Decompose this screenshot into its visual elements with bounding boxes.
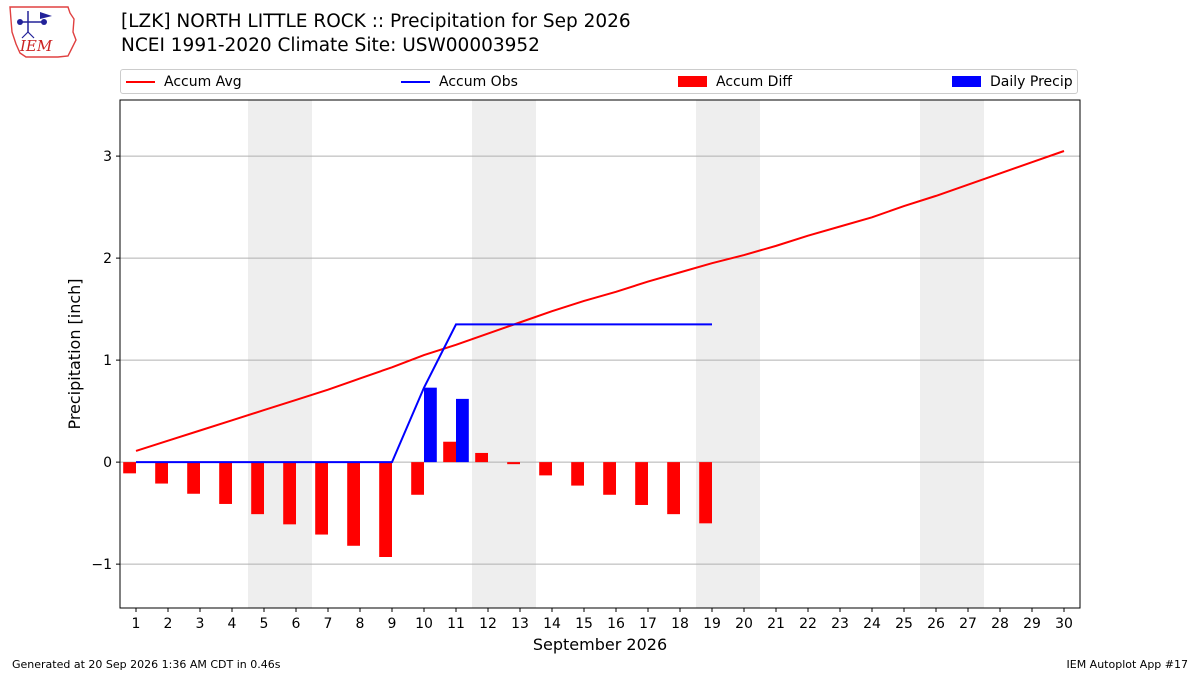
accum-diff-bar — [187, 462, 200, 494]
y-tick-label: 2 — [103, 251, 112, 267]
accum-diff-bar — [155, 462, 168, 484]
x-tick-label: 3 — [196, 616, 205, 632]
accum-diff-bar — [475, 452, 488, 463]
accum-diff-bar — [507, 462, 520, 465]
x-tick-label: 4 — [228, 616, 237, 632]
x-tick-label: 25 — [895, 616, 913, 632]
daily-precip-bar — [424, 387, 437, 463]
title-line-1: [LZK] NORTH LITTLE ROCK :: Precipitation… — [121, 11, 631, 32]
weekend-band — [248, 100, 312, 608]
weekend-shading — [248, 100, 984, 608]
y-gridlines — [120, 155, 1080, 565]
accum-diff-bar — [443, 441, 456, 463]
x-tick-label: 21 — [767, 616, 785, 632]
accum-diff-bar — [123, 462, 136, 474]
legend-swatch-red-line — [126, 80, 155, 83]
legend-label: Daily Precip — [990, 73, 1073, 90]
x-tick-label: 9 — [388, 616, 397, 632]
x-tick-label: 24 — [863, 616, 881, 632]
legend-label: Accum Obs — [439, 73, 518, 90]
y-tick-label: 3 — [103, 149, 112, 165]
x-tick-label: 23 — [831, 616, 849, 632]
lines — [135, 150, 1065, 464]
legend-item-accum-diff: Accum Diff — [678, 70, 792, 93]
weekend-band — [920, 100, 984, 608]
accum-diff-bar — [379, 462, 392, 557]
accum-diff-bar — [251, 462, 264, 515]
chart-title: [LZK] NORTH LITTLE ROCK :: Precipitation… — [121, 10, 631, 58]
legend-swatch-red-box — [678, 76, 707, 87]
legend: Accum Avg Accum Obs Accum Diff Daily Pre… — [120, 69, 1078, 94]
x-tick-label: 7 — [324, 616, 333, 632]
bars — [123, 387, 712, 557]
title-line-2: NCEI 1991-2020 Climate Site: USW00003952 — [121, 35, 540, 56]
legend-item-accum-obs: Accum Obs — [401, 70, 518, 93]
x-tick-label: 5 — [260, 616, 269, 632]
x-tick-label: 15 — [575, 616, 593, 632]
accum-diff-bar — [347, 462, 360, 546]
iem-logo: IEM — [9, 6, 77, 58]
x-tick-label: 13 — [511, 616, 529, 632]
x-tick-label: 26 — [927, 616, 945, 632]
weekend-band — [472, 100, 536, 608]
accum-diff-bar — [411, 462, 424, 495]
weather-station-icon — [17, 11, 52, 39]
x-tick-label: 8 — [356, 616, 365, 632]
accum-diff-bar — [283, 462, 296, 525]
accum-avg-line — [135, 150, 1065, 452]
accum-obs-line — [136, 323, 712, 464]
legend-item-daily-precip: Daily Precip — [952, 70, 1073, 93]
accum-diff-bar — [635, 462, 648, 505]
x-tick-label: 6 — [292, 616, 301, 632]
x-axis-label: September 2026 — [533, 635, 667, 654]
accum-diff-bar — [571, 462, 584, 486]
logo-text: IEM — [19, 37, 53, 55]
y-tick-label: 0 — [103, 455, 112, 471]
accum-diff-bar — [219, 462, 232, 504]
legend-label: Accum Avg — [164, 73, 242, 90]
x-tick-label: 29 — [1023, 616, 1041, 632]
x-tick-label: 30 — [1055, 616, 1073, 632]
legend-swatch-blue-box — [952, 76, 981, 87]
x-tick-label: 12 — [479, 616, 497, 632]
x-tick-label: 20 — [735, 616, 753, 632]
footer-generated: Generated at 20 Sep 2026 1:36 AM CDT in … — [12, 658, 281, 671]
x-tick-label: 16 — [607, 616, 625, 632]
weekend-band — [696, 100, 760, 608]
legend-item-accum-avg: Accum Avg — [126, 70, 242, 93]
x-tick-label: 2 — [164, 616, 173, 632]
accum-diff-bar — [539, 462, 552, 476]
legend-label: Accum Diff — [716, 73, 793, 90]
plot-frame — [119, 99, 1081, 609]
accum-diff-bar — [667, 462, 680, 515]
x-tick-label: 1 — [132, 616, 141, 632]
footer-app: IEM Autoplot App #17 — [1066, 658, 1189, 671]
accum-diff-bar — [603, 462, 616, 495]
y-tick-label: −1 — [91, 557, 112, 573]
daily-precip-bar — [456, 398, 469, 463]
x-tick-label: 27 — [959, 616, 977, 632]
x-tick-label: 14 — [543, 616, 561, 632]
y-tick-label: 1 — [103, 353, 112, 369]
x-tick-label: 17 — [639, 616, 657, 632]
x-tick-label: 18 — [671, 616, 689, 632]
legend-swatch-blue-line — [401, 80, 430, 83]
accum-diff-bar — [315, 462, 328, 535]
accum-diff-bar — [699, 462, 712, 524]
x-tick-label: 22 — [799, 616, 817, 632]
x-tick-label: 10 — [415, 616, 433, 632]
y-axis-label: Precipitation [inch] — [65, 278, 84, 429]
x-tick-label: 19 — [703, 616, 721, 632]
x-tick-label: 28 — [991, 616, 1009, 632]
x-tick-label: 11 — [447, 616, 465, 632]
